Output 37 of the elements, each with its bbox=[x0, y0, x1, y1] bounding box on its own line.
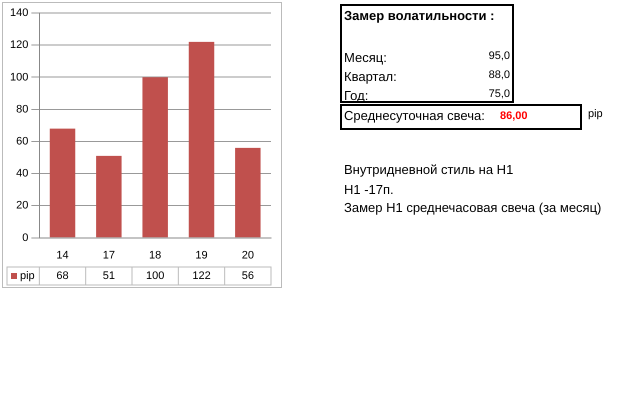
bar bbox=[235, 148, 261, 238]
text: Месяц: bbox=[344, 50, 387, 65]
y-tick-label: 20 bbox=[16, 200, 28, 212]
bar bbox=[142, 77, 168, 238]
y-tick-label: 40 bbox=[16, 168, 28, 180]
bar bbox=[96, 156, 122, 238]
legend-label: pip bbox=[20, 270, 35, 282]
data-label: 122 bbox=[192, 270, 211, 282]
data-label: 100 bbox=[146, 270, 164, 282]
data-label: 51 bbox=[102, 270, 115, 282]
y-tick-label: 80 bbox=[16, 103, 28, 116]
text: 86,00 bbox=[500, 110, 528, 122]
text: 95,0 bbox=[488, 50, 510, 62]
text: Замер H1 среднечасовая свеча (за месяц) bbox=[344, 200, 602, 215]
x-tick-label: 17 bbox=[102, 249, 115, 262]
bar bbox=[50, 128, 76, 238]
text: Год: bbox=[344, 88, 368, 103]
text: pip bbox=[588, 108, 603, 120]
text: Замер волатильности : bbox=[344, 8, 494, 23]
bar bbox=[188, 42, 214, 238]
y-tick-label: 60 bbox=[16, 135, 28, 148]
y-tick-label: 120 bbox=[10, 39, 28, 52]
x-tick-label: 14 bbox=[56, 249, 69, 262]
text: Внутридневной стиль на H1 bbox=[344, 162, 514, 177]
data-label: 56 bbox=[242, 270, 254, 282]
y-tick-label: 140 bbox=[10, 7, 28, 20]
text: Квартал: bbox=[344, 69, 397, 84]
x-tick-label: 18 bbox=[149, 249, 162, 262]
x-tick-label: 20 bbox=[242, 249, 254, 262]
x-tick-label: 19 bbox=[195, 249, 208, 262]
data-label: 68 bbox=[56, 270, 69, 282]
text: H1 -17п. bbox=[344, 182, 394, 197]
y-tick-label: 100 bbox=[10, 71, 28, 84]
text: Среднесуточная свеча: bbox=[344, 108, 485, 123]
y-tick-label: 0 bbox=[22, 232, 28, 244]
text: 88,0 bbox=[488, 69, 510, 81]
text: 75,0 bbox=[488, 88, 510, 100]
